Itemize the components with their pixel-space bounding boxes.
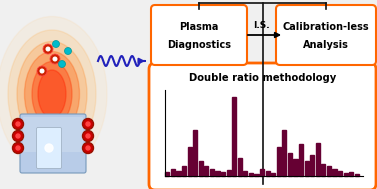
Circle shape <box>86 134 90 138</box>
Circle shape <box>40 69 44 73</box>
Bar <box>210 169 214 176</box>
Text: I.S.: I.S. <box>253 21 270 30</box>
Circle shape <box>12 143 23 153</box>
Ellipse shape <box>0 16 107 171</box>
Bar <box>171 169 175 176</box>
Circle shape <box>83 119 93 129</box>
Bar <box>265 171 270 176</box>
Ellipse shape <box>38 70 66 118</box>
Bar <box>232 97 236 176</box>
Circle shape <box>14 120 22 128</box>
Bar <box>338 171 342 176</box>
Bar <box>260 169 264 176</box>
Bar <box>305 161 309 176</box>
Ellipse shape <box>25 51 80 136</box>
Circle shape <box>14 132 22 140</box>
Bar <box>199 161 203 176</box>
Bar <box>293 159 297 176</box>
Bar <box>165 172 170 176</box>
Bar <box>327 166 331 176</box>
Bar <box>254 174 259 176</box>
FancyBboxPatch shape <box>20 114 86 173</box>
Circle shape <box>14 144 22 152</box>
Bar <box>282 130 287 176</box>
Circle shape <box>37 66 47 76</box>
Circle shape <box>16 146 20 150</box>
Text: Diagnostics: Diagnostics <box>167 40 231 50</box>
Bar <box>299 144 303 176</box>
Bar <box>227 170 231 176</box>
Circle shape <box>12 119 23 129</box>
Bar <box>182 166 186 176</box>
Bar <box>176 171 181 176</box>
Circle shape <box>84 132 92 140</box>
Circle shape <box>84 120 92 128</box>
FancyBboxPatch shape <box>37 128 61 169</box>
Circle shape <box>64 47 72 54</box>
Bar <box>221 172 225 176</box>
Circle shape <box>84 144 92 152</box>
Circle shape <box>83 130 93 142</box>
Bar <box>355 174 359 176</box>
Circle shape <box>45 144 53 152</box>
Circle shape <box>52 40 60 47</box>
Bar <box>243 171 247 176</box>
Bar <box>349 172 353 176</box>
Bar <box>277 147 281 176</box>
Circle shape <box>16 134 20 138</box>
Bar <box>215 171 220 176</box>
Bar <box>333 169 337 176</box>
Bar <box>188 147 192 176</box>
Text: Analysis: Analysis <box>303 40 349 50</box>
Text: Calibration-less: Calibration-less <box>283 22 369 32</box>
Circle shape <box>50 54 60 64</box>
Bar <box>321 163 325 176</box>
Bar <box>238 158 242 176</box>
Circle shape <box>12 130 23 142</box>
Circle shape <box>43 44 53 54</box>
Circle shape <box>46 47 50 51</box>
FancyBboxPatch shape <box>276 5 376 65</box>
Circle shape <box>53 57 57 61</box>
Bar <box>343 173 348 176</box>
Bar <box>204 166 208 176</box>
Bar <box>310 155 314 176</box>
Circle shape <box>86 146 90 150</box>
FancyBboxPatch shape <box>151 5 247 65</box>
Text: Double ratio methodology: Double ratio methodology <box>189 73 336 83</box>
Bar <box>193 130 197 176</box>
Bar <box>271 173 275 176</box>
Circle shape <box>58 60 66 67</box>
Circle shape <box>16 122 20 126</box>
Bar <box>249 173 253 176</box>
Circle shape <box>86 122 90 126</box>
Ellipse shape <box>32 61 72 126</box>
FancyBboxPatch shape <box>23 117 83 152</box>
FancyBboxPatch shape <box>149 63 376 189</box>
Ellipse shape <box>8 30 96 158</box>
Ellipse shape <box>17 42 87 146</box>
Bar <box>316 143 320 176</box>
Text: Plasma: Plasma <box>179 22 219 32</box>
Bar <box>288 153 292 176</box>
Circle shape <box>83 143 93 153</box>
